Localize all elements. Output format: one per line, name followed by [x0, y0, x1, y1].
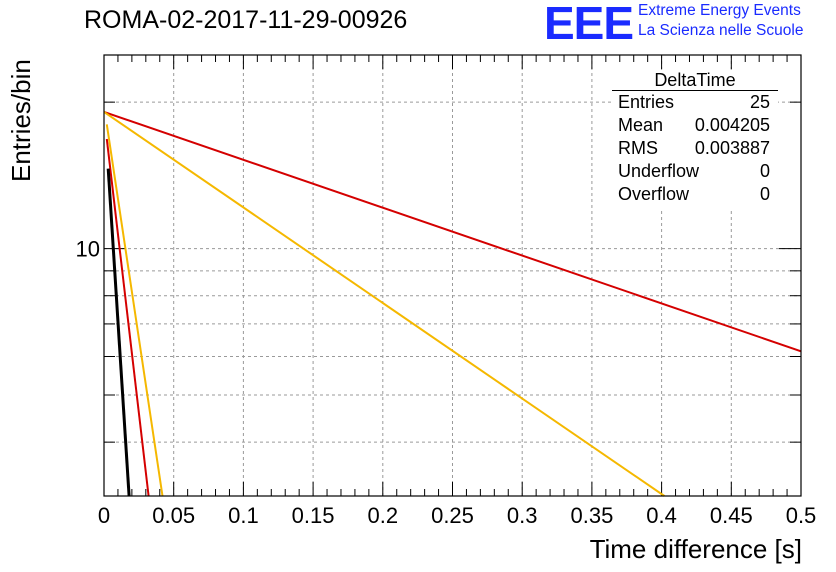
stats-label: RMS: [618, 138, 658, 158]
x-tick-label: 0: [98, 503, 110, 528]
stats-label: Mean: [618, 115, 664, 135]
stats-value: 0: [759, 161, 770, 181]
x-tick-label: 0.35: [570, 503, 613, 528]
series-line: [103, 111, 665, 497]
series-line: [106, 168, 131, 497]
logo-line-1: Extreme Energy Events: [638, 2, 801, 19]
stats-row-mean: Mean 0.004205: [618, 115, 770, 136]
x-tick-label: 0.1: [228, 503, 259, 528]
stats-box: DeltaTime Entries 25 Mean 0.004205 RMS 0…: [612, 70, 778, 208]
series-line: [103, 110, 802, 353]
stats-value: 0.003887: [694, 138, 770, 158]
y-axis-label: Entries/bin: [6, 59, 36, 182]
x-tick-label: 0.5: [786, 503, 817, 528]
logo-line-2: La Scienza nelle Scuole: [638, 22, 804, 39]
page-title: ROMA-02-2017-11-29-00926: [84, 6, 408, 34]
x-tick-label: 0.05: [152, 503, 195, 528]
stats-label: Entries: [618, 92, 675, 112]
stats-label: Overflow: [618, 184, 690, 204]
x-tick-label: 0.15: [292, 503, 335, 528]
y-tick-label: 10: [76, 237, 100, 262]
stats-row-underflow: Underflow 0: [618, 161, 770, 182]
stats-row-rms: RMS 0.003887: [618, 138, 770, 159]
stats-label: Underflow: [618, 161, 700, 181]
stats-title: DeltaTime: [654, 70, 736, 90]
x-tick-label: 0.4: [646, 503, 677, 528]
x-axis-label: Time difference [s]: [589, 534, 802, 564]
series-line: [105, 124, 164, 497]
x-tick-label: 0.45: [710, 503, 753, 528]
stats-row-entries: Entries 25: [618, 92, 770, 113]
stats-value: 25: [749, 92, 770, 112]
plot-frame: [103, 54, 802, 497]
stats-value: 0.004205: [694, 115, 770, 135]
series-line: [105, 138, 150, 497]
eee-logo: EEE: [544, 0, 634, 49]
x-tick-label: 0.25: [431, 503, 474, 528]
x-tick-label: 0.2: [368, 503, 399, 528]
x-tick-label: 0.3: [507, 503, 538, 528]
stats-row-overflow: Overflow 0: [618, 184, 770, 205]
stats-divider: [612, 90, 778, 91]
stats-value: 0: [759, 184, 770, 204]
